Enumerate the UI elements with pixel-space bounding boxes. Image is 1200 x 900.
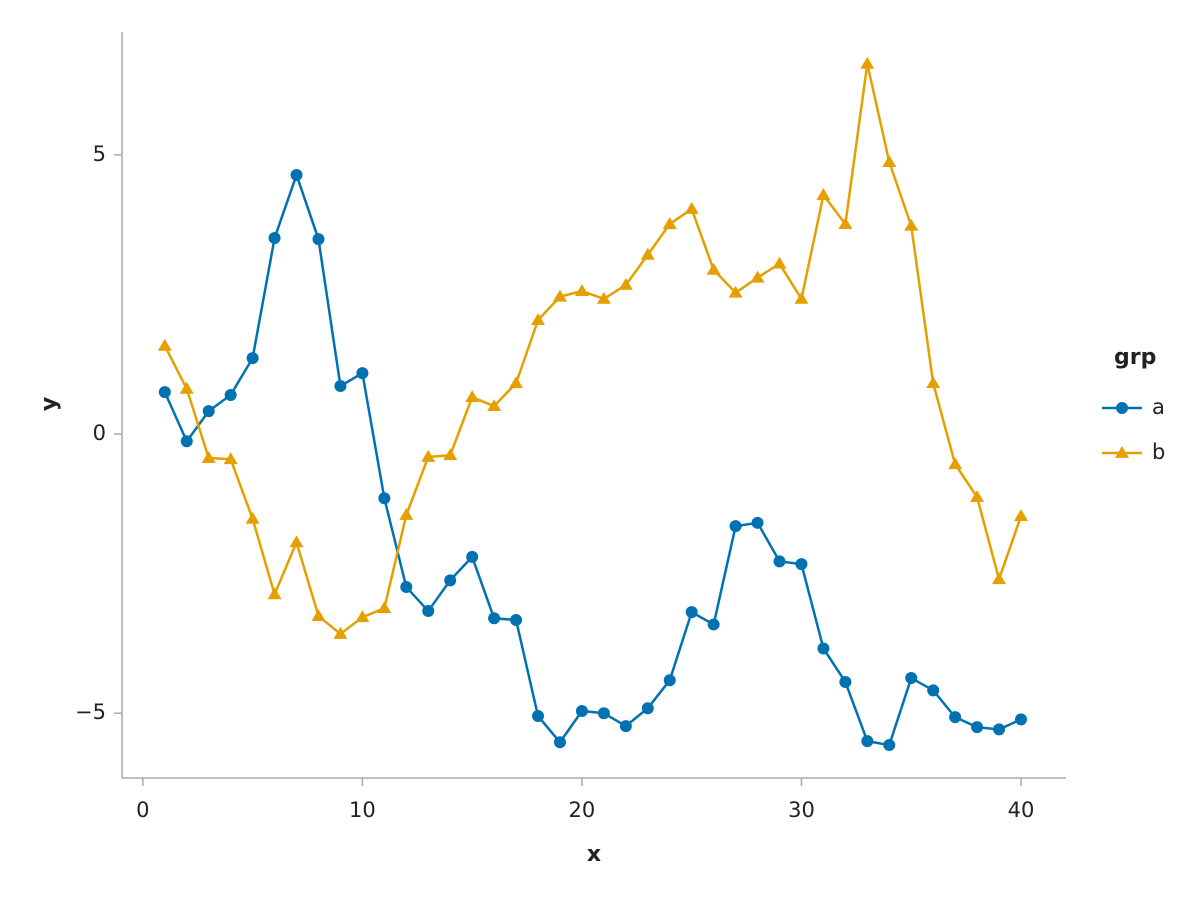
point — [223, 452, 238, 465]
legend-marker — [1115, 446, 1129, 458]
point — [487, 399, 502, 412]
x-tick-label: 20 — [569, 798, 596, 822]
point — [531, 313, 546, 326]
point — [1014, 713, 1027, 726]
point — [707, 618, 720, 631]
point — [356, 367, 369, 380]
point — [245, 511, 260, 524]
point — [443, 448, 458, 461]
point — [817, 642, 830, 655]
point — [378, 492, 391, 505]
point — [839, 675, 852, 688]
point — [422, 605, 435, 618]
point — [224, 388, 237, 401]
point — [158, 386, 171, 399]
point — [773, 555, 786, 568]
point — [728, 285, 743, 298]
y-axis-title: y — [37, 397, 62, 411]
point — [444, 574, 457, 587]
x-tick-label: 10 — [349, 798, 376, 822]
point — [290, 168, 303, 181]
point — [993, 723, 1006, 736]
point — [663, 674, 676, 687]
point — [948, 457, 963, 470]
point — [488, 612, 501, 625]
legend-label: b — [1152, 440, 1165, 464]
point — [684, 202, 699, 214]
point — [532, 710, 545, 723]
point — [772, 256, 787, 269]
legend-title: grp — [1114, 345, 1156, 370]
point — [289, 535, 304, 548]
point — [180, 435, 193, 448]
y-tick-label: 0 — [93, 421, 106, 445]
point — [816, 188, 831, 200]
point — [971, 721, 984, 734]
point — [641, 702, 654, 715]
legend-label: a — [1152, 395, 1165, 419]
legend-marker — [1116, 402, 1128, 414]
y-tick-label: −5 — [75, 700, 106, 724]
point — [267, 587, 282, 600]
x-tick-label: 40 — [1008, 798, 1035, 822]
point — [992, 572, 1007, 585]
point — [202, 405, 215, 418]
point — [552, 289, 567, 302]
x-tick-label: 30 — [788, 798, 815, 822]
point — [334, 380, 347, 393]
point — [400, 581, 413, 594]
point — [662, 217, 677, 229]
point — [685, 606, 698, 619]
point — [927, 684, 940, 697]
point — [905, 672, 918, 685]
point — [597, 707, 610, 720]
point — [421, 449, 436, 462]
point — [619, 720, 632, 733]
point — [157, 338, 172, 351]
x-axis-title: x — [587, 842, 601, 867]
point — [268, 232, 281, 245]
point — [860, 56, 875, 69]
point — [466, 550, 479, 563]
point — [465, 390, 480, 403]
point — [970, 490, 985, 503]
point — [883, 739, 896, 752]
y-tick-label: 5 — [93, 142, 106, 166]
series-line — [163, 171, 1022, 747]
series-line — [163, 63, 1023, 636]
point — [794, 291, 809, 304]
point — [861, 735, 874, 748]
point — [882, 155, 897, 168]
point — [706, 262, 721, 275]
point — [795, 558, 808, 571]
point — [201, 451, 216, 463]
point — [510, 613, 523, 626]
point — [838, 217, 853, 229]
point — [553, 736, 566, 749]
point — [1013, 509, 1028, 522]
point — [377, 601, 392, 614]
point — [574, 284, 589, 296]
point — [618, 277, 633, 290]
point — [729, 520, 742, 533]
point — [355, 610, 370, 623]
point — [312, 233, 325, 246]
point — [179, 381, 194, 394]
point — [311, 609, 326, 621]
point — [509, 376, 524, 389]
point — [904, 218, 919, 231]
point — [333, 626, 348, 639]
point — [751, 516, 764, 529]
point — [640, 247, 655, 260]
point — [399, 508, 414, 520]
point — [926, 376, 941, 389]
point — [246, 352, 259, 365]
x-tick-label: 0 — [136, 798, 149, 822]
point — [949, 711, 962, 724]
point — [596, 291, 611, 304]
point — [575, 704, 588, 717]
point — [750, 270, 765, 283]
